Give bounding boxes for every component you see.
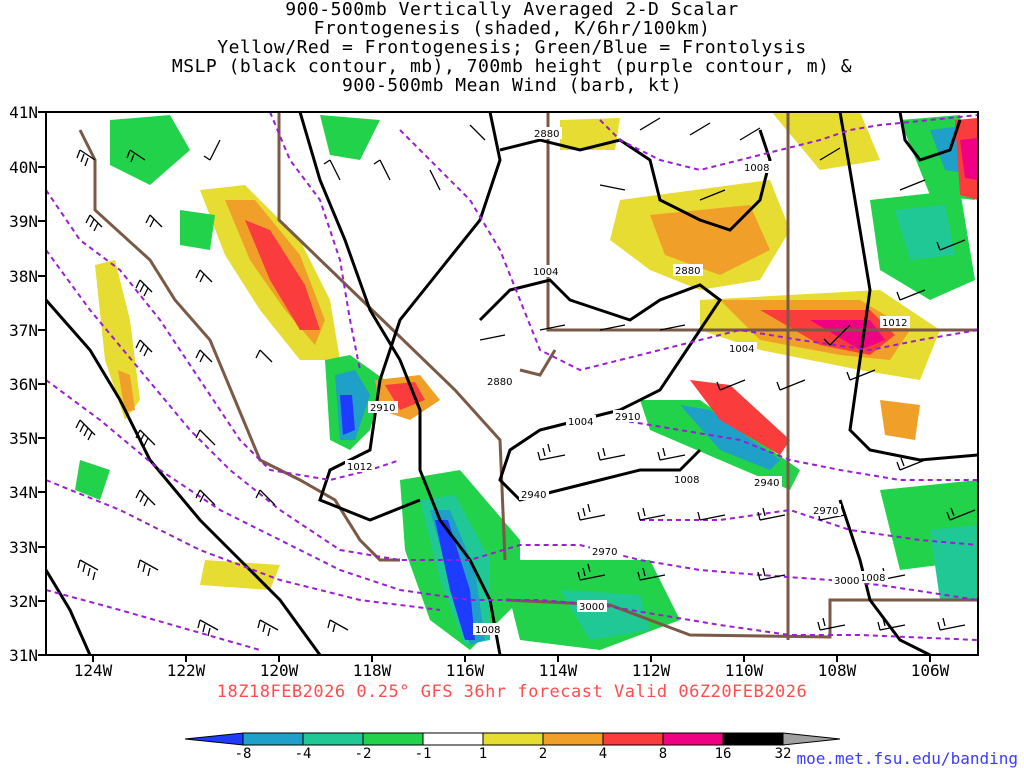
lat-label: 37N (9, 321, 38, 340)
lat-label: 34N (9, 483, 38, 502)
colorbar-label: 1 (478, 746, 488, 762)
mslp-label: 1004 (729, 344, 754, 355)
frontogenesis-shading (75, 112, 978, 650)
colorbar-label: 2 (538, 746, 548, 762)
axis-ticks (38, 111, 931, 662)
wind-barbs (75, 117, 976, 637)
mslp-label: 1012 (882, 318, 907, 329)
lat-label: 33N (9, 538, 38, 557)
lat-label: 40N (9, 158, 38, 177)
colorbar-label: -4 (294, 746, 312, 762)
lat-label: 36N (9, 375, 38, 394)
colorbar-label: 32 (774, 746, 792, 762)
height-label: 2940 (521, 490, 546, 501)
height-labels: 2880 2880 2880 2910 2910 2940 2940 2970 … (368, 127, 862, 613)
title-line-5: 900-500mb Mean Wind (barb, kt) (341, 75, 683, 96)
colorbar (184, 732, 841, 746)
title-line-4: MSLP (black contour, mb), 700mb height (… (171, 56, 853, 77)
lat-label: 41N (9, 103, 38, 122)
mslp-labels: 1004 1004 1004 1008 1008 1008 1008 1012 … (345, 161, 910, 636)
colorbar-label: -8 (234, 746, 252, 762)
colorbar-label: 8 (658, 746, 668, 762)
title-line-2: Frontogenesis (shaded, K/6hr/100km) (313, 18, 711, 39)
lat-label: 38N (9, 267, 38, 286)
mslp-label: 1012 (347, 462, 372, 473)
height-label: 2970 (592, 547, 617, 558)
height-label: 2880 (675, 266, 700, 277)
colorbar-label: 16 (714, 746, 732, 762)
lon-label: 114W (538, 661, 578, 680)
height-label: 3000 (834, 576, 859, 587)
mslp-label: 1008 (674, 475, 699, 486)
lon-label: 124W (73, 661, 113, 680)
lat-label: 35N (9, 429, 38, 448)
mslp-label: 1004 (568, 417, 593, 428)
lon-label: 112W (631, 661, 671, 680)
lat-label: 39N (9, 212, 38, 231)
height-label: 2910 (370, 403, 395, 414)
lon-label: 108W (817, 661, 857, 680)
source-url-link[interactable]: moe.met.fsu.edu/banding (796, 749, 1018, 768)
colorbar-label: 4 (598, 746, 608, 762)
height-label: 2880 (487, 377, 512, 388)
forecast-valid-text: 18Z18FEB2026 0.25° GFS 36hr forecast Val… (216, 682, 808, 702)
lon-label: 120W (259, 661, 299, 680)
lon-label: 122W (166, 661, 206, 680)
mslp-label: 1008 (860, 573, 885, 584)
height-label: 2940 (754, 478, 779, 489)
height-label: 2880 (534, 129, 559, 140)
height-label: 2970 (813, 506, 838, 517)
height-label: 3000 (579, 602, 604, 613)
lon-label: 116W (445, 661, 485, 680)
title-line-3: Yellow/Red = Frontogenesis; Green/Blue =… (217, 37, 807, 58)
lat-label: 32N (9, 592, 38, 611)
lon-label: 110W (724, 661, 764, 680)
mslp-label: 1004 (533, 267, 558, 278)
mslp-label: 1008 (475, 625, 500, 636)
colorbar-label: -1 (414, 746, 432, 762)
title-line-1: 900-500mb Vertically Averaged 2-D Scalar (285, 0, 739, 20)
lat-label: 31N (9, 646, 38, 665)
height-label: 2910 (615, 412, 640, 423)
lon-label: 118W (352, 661, 392, 680)
mslp-contours (46, 112, 978, 655)
colorbar-label: -2 (354, 746, 372, 762)
mslp-label: 1008 (744, 163, 769, 174)
lon-label: 106W (910, 661, 950, 680)
